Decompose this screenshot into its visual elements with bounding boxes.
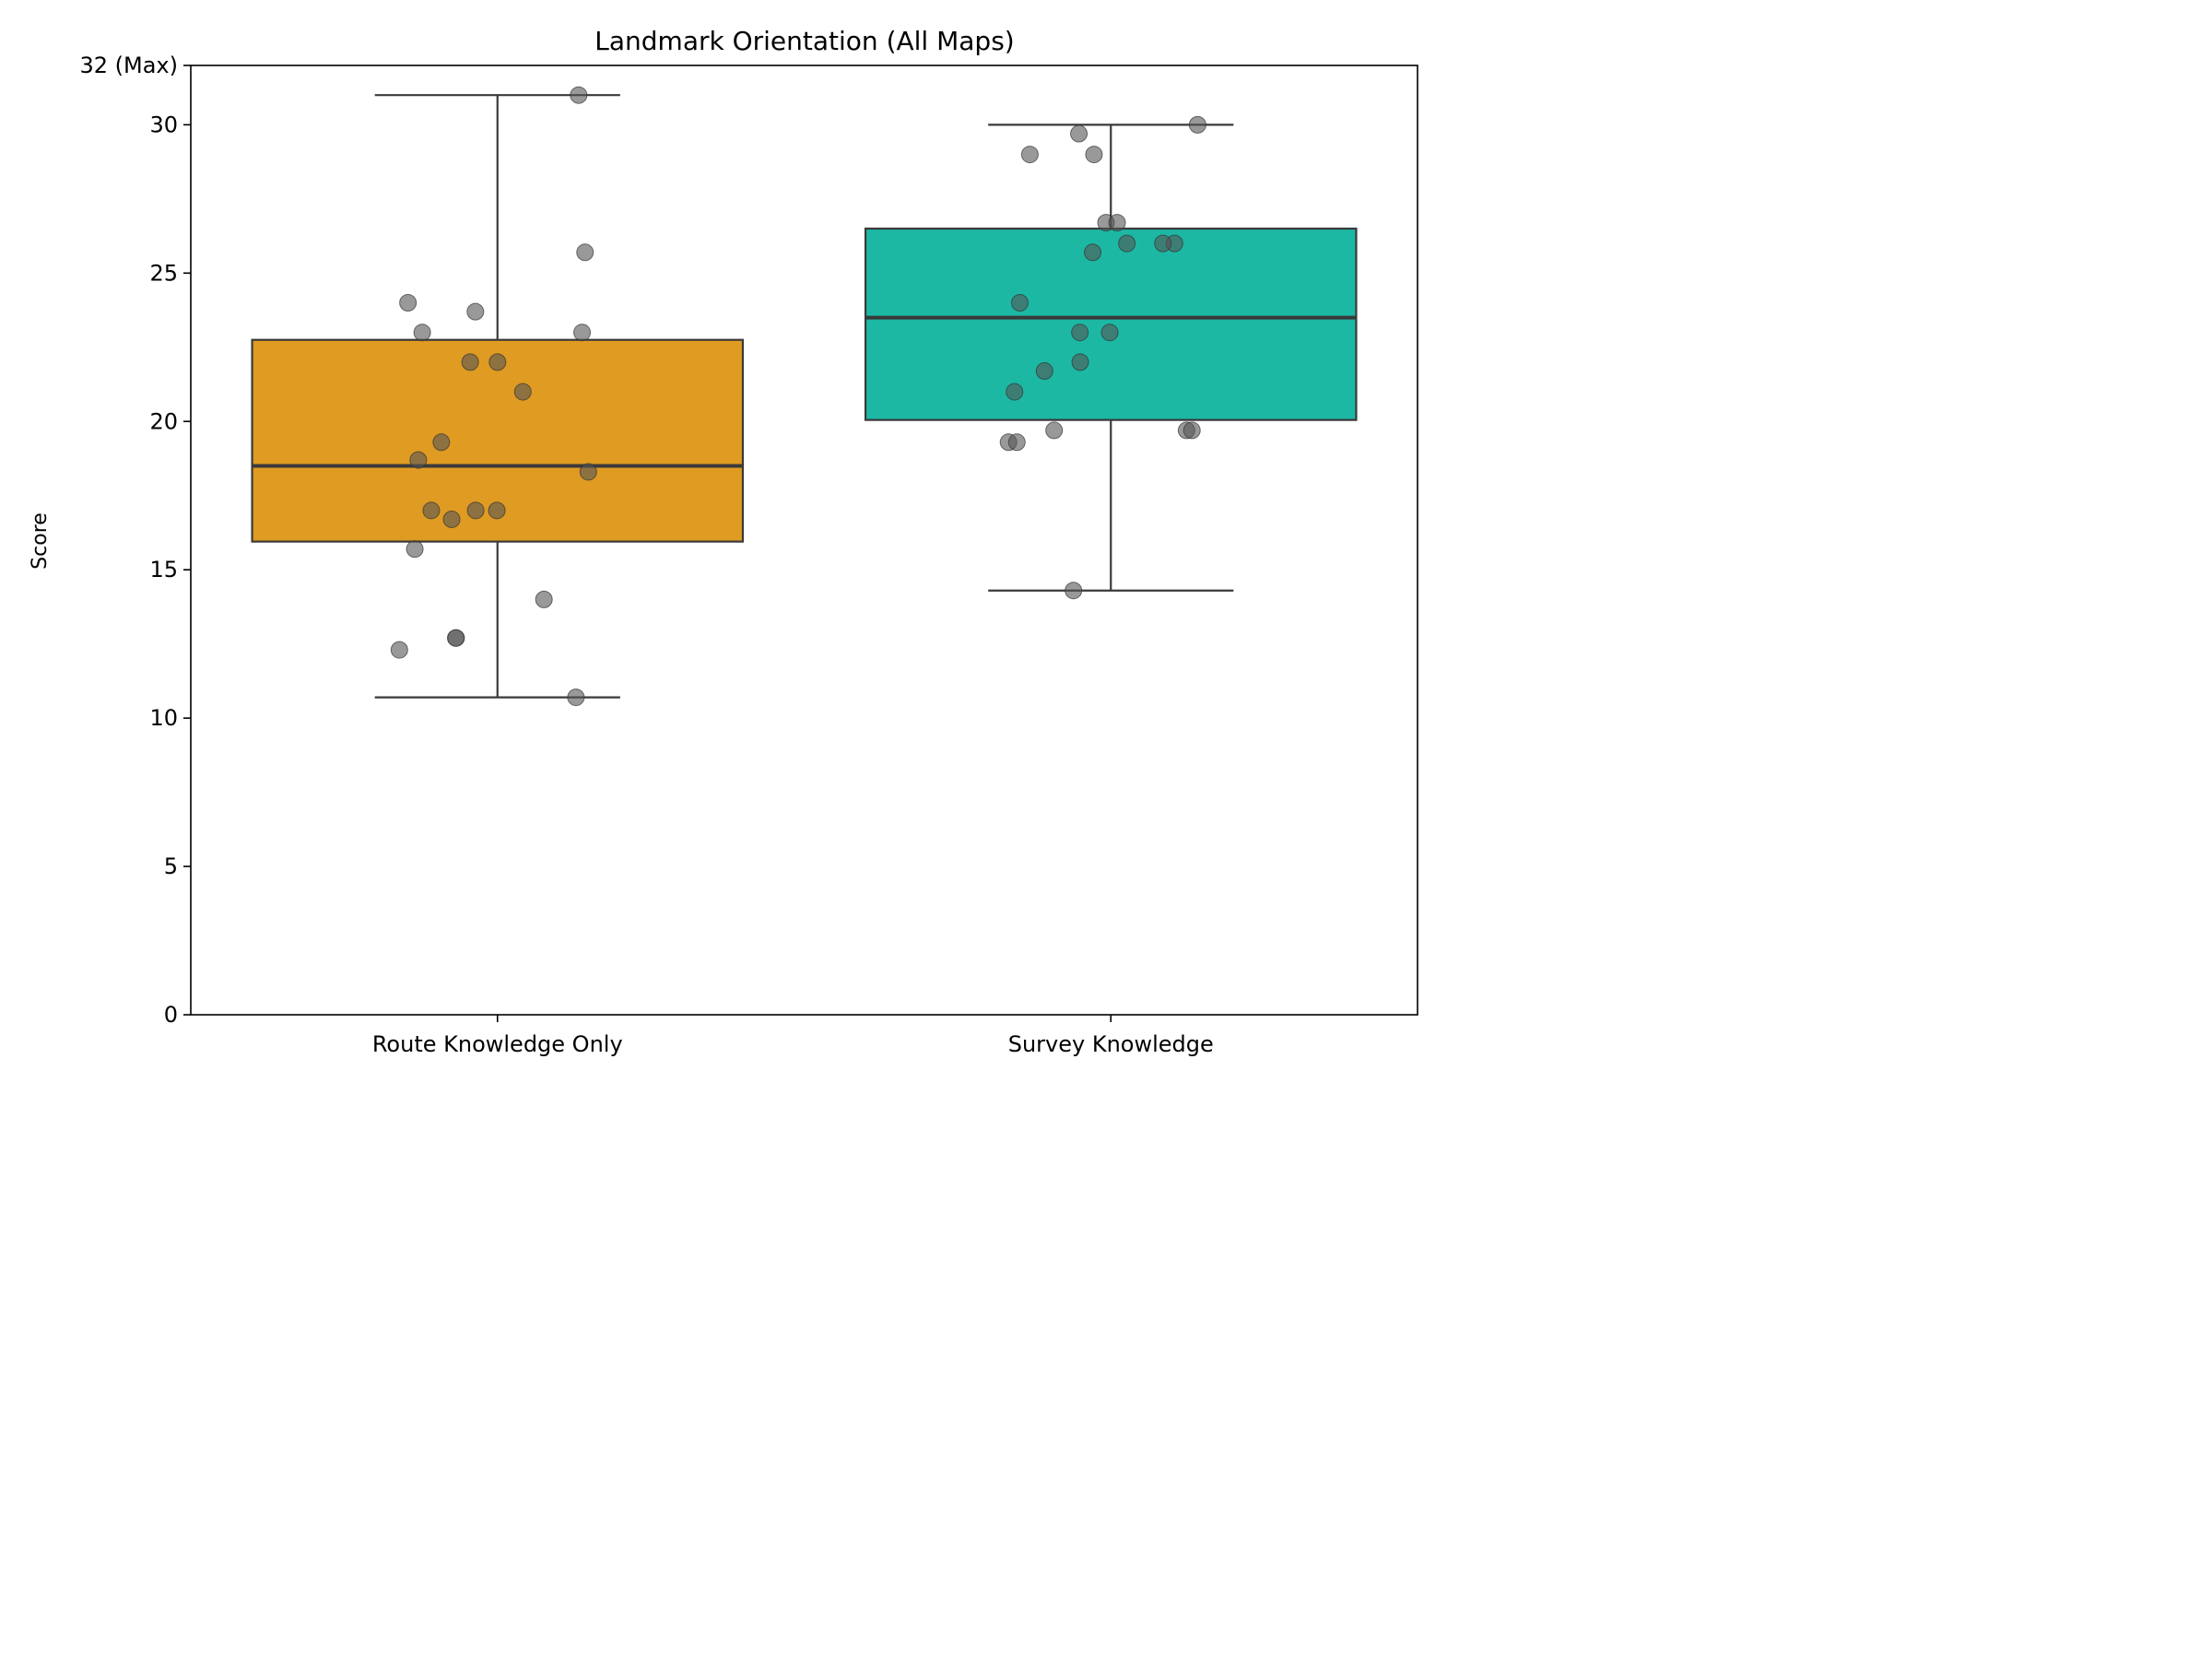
y-tick-label: 20 [149,408,178,434]
data-point [488,501,506,520]
data-point [1100,324,1119,342]
data-point [447,629,465,647]
data-point [488,353,507,371]
x-axis: Route Knowledge Only Survey Knowledge [372,1015,1214,1057]
data-point [1085,146,1103,164]
data-point [422,501,441,520]
data-point [1188,115,1206,134]
data-point [579,463,597,481]
data-point [466,501,485,520]
data-point [570,86,588,104]
data-point [535,590,553,608]
data-point [1071,324,1089,342]
data-point [399,294,418,312]
data-point [442,510,461,528]
data-point [1071,353,1089,371]
data-point [466,302,485,321]
y-tick-label: 25 [149,260,178,286]
y-tick-label: 30 [149,112,178,137]
x-tick-label: Route Knowledge Only [372,1031,623,1057]
plot-frame [190,65,1418,1016]
data-point [1118,234,1136,253]
data-point [409,451,428,469]
data-point [1084,243,1102,262]
data-point [406,540,424,559]
data-point [1007,433,1026,452]
box-plot-chart: Landmark Orientation (All Maps) Score 0 5… [29,26,1418,1057]
chart-title: Landmark Orientation (All Maps) [594,26,1014,56]
plot-area [251,86,1358,707]
box-group [251,86,745,707]
data-point [1108,214,1126,232]
data-point [1010,294,1029,312]
data-point [1020,146,1039,164]
data-point [573,324,592,342]
data-point [1065,582,1083,600]
y-tick-label: 10 [149,705,178,731]
data-point [513,382,532,401]
data-point [1006,382,1024,401]
x-tick-label: Survey Knowledge [1008,1031,1214,1057]
data-point [576,243,594,262]
data-point [1182,421,1201,440]
y-axis-label: Score [29,512,52,570]
data-point [1154,234,1172,253]
y-tick-label: 15 [149,557,178,582]
y-tick-label: 0 [164,1002,178,1028]
y-tick-label: 5 [164,853,178,879]
data-point [567,688,585,707]
y-axis: 0 5 10 15 20 25 30 32 (Max) [79,53,191,1028]
data-point [1035,362,1053,381]
data-point [1045,421,1064,440]
box-group [864,115,1358,600]
data-point [432,433,451,452]
data-point [390,641,408,659]
y-tick-label: 32 (Max) [79,53,178,78]
data-point [1070,124,1088,143]
data-point [461,353,479,371]
data-point [413,324,431,342]
